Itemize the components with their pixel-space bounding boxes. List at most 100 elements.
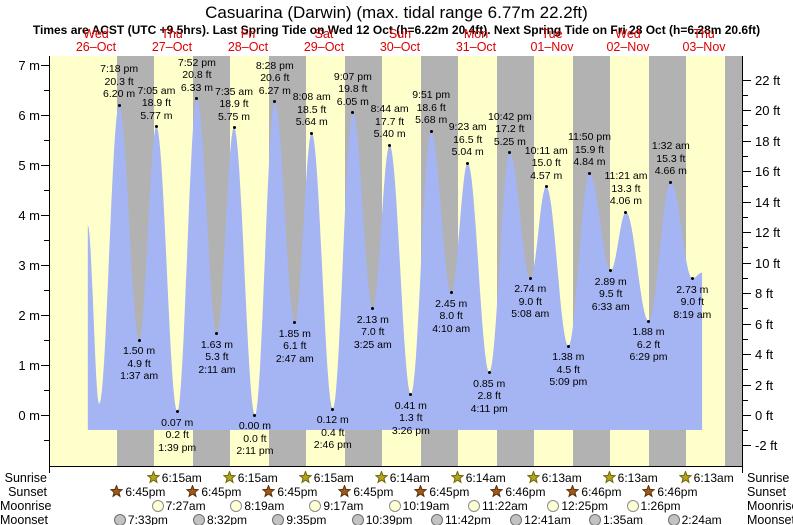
moonrise-circle [547, 500, 560, 512]
high-tide-label: 8:28 pm 20.6 ft 6.27 m [243, 60, 307, 98]
day-name: Tue [541, 27, 563, 41]
tide-label-line: 1.63 m [200, 338, 233, 351]
axis-tick-right [743, 79, 751, 81]
axis-minor-tick-right [743, 430, 748, 432]
sunrise-time: 6:14am [389, 471, 430, 485]
y-axis-label-left: 4 m [18, 208, 40, 223]
high-tide-label: 9:23 am 16.5 ft 5.04 m [436, 121, 500, 159]
tide-label-line: 0.41 m [394, 399, 427, 412]
moonset-circle [113, 514, 126, 525]
sunset-star [261, 484, 276, 498]
axis-tick-right [743, 232, 751, 234]
axis-tick-left [41, 115, 49, 116]
tide-label-line: 2.73 m [676, 283, 709, 296]
y-axis-label-right: 0 ft [755, 408, 774, 423]
tide-extreme-marker [544, 185, 548, 188]
moonset-time: 7:33pm [127, 513, 168, 525]
high-tide-label: 11:21 am 13.3 ft 4.06 m [594, 170, 658, 208]
tide-label-line: 15.3 ft [656, 152, 686, 165]
tide-label-line: 13.3 ft [611, 182, 641, 195]
low-tide-label: 2.74 m 9.0 ft 5:08 am [498, 283, 562, 321]
tide-extreme-marker [449, 291, 453, 294]
chart-subtitle: Times are ACST (UTC +9.5hrs). Last Sprin… [32, 23, 761, 37]
tide-label-line: 4.9 ft [127, 357, 151, 370]
tide-label-line: 6:29 pm [629, 351, 668, 363]
night-stripe [725, 56, 742, 466]
tide-label-line: 0.2 ft [165, 429, 189, 441]
tide-label-line: 7:35 am [215, 85, 253, 98]
page-title: Casuarina (Darwin) (max. tidal range 6.7… [205, 3, 588, 22]
day-header: Fri 28–Oct [210, 28, 286, 54]
sunset-star [413, 484, 428, 498]
tide-extreme-marker [609, 269, 613, 272]
day-name: Sat [314, 27, 334, 41]
moonrise-circle [230, 500, 243, 512]
y-axis-left-line [49, 56, 50, 473]
axis-tick-right [743, 110, 751, 112]
day-header: Thu 03–Nov [666, 28, 742, 54]
tide-label-line: 7:05 am [137, 84, 176, 97]
tide-extreme-marker [232, 126, 236, 129]
low-tide-label: 2.89 m 9.5 ft 6:33 am [579, 276, 643, 314]
tide-label-line: 8.0 ft [439, 310, 463, 322]
tide-label-line: 6:33 am [591, 300, 630, 313]
axis-minor-tick-left [44, 90, 49, 91]
axis-minor-tick-right [743, 186, 748, 188]
axis-minor-tick-left [44, 190, 49, 191]
tide-label-line: 7:52 pm [177, 56, 216, 69]
y-axis-label-right: 6 ft [755, 316, 774, 332]
sunset-star [337, 484, 352, 498]
low-tide-label: 1.85 m 6.1 ft 2:47 am [263, 328, 327, 366]
tide-extreme-marker [487, 371, 491, 374]
tide-extreme-marker [508, 151, 512, 154]
sunrise-star [374, 470, 389, 484]
sunset-time: 6:46pm [505, 485, 546, 499]
sunrise-star [678, 470, 693, 484]
tide-label-line: 5.77 m [140, 109, 173, 122]
axis-minor-tick-left [44, 340, 49, 341]
tide-label-line: 0.12 m [316, 414, 349, 426]
tide-label-line: 11:21 am [604, 170, 648, 182]
moonrise-circle [626, 500, 639, 512]
low-tide-label: 0.41 m 1.3 ft 3:26 pm [379, 400, 443, 438]
y-axis-label-left: 1 m [18, 358, 40, 373]
sunrise-time: 6:15am [313, 471, 354, 485]
sunset-star [185, 484, 200, 498]
tide-extreme-marker [690, 277, 694, 280]
tide-label-line: 9.0 ft [680, 296, 704, 308]
y-axis-label-right: 14 ft [755, 194, 781, 210]
moonset-time: 12:41am [524, 513, 571, 525]
low-tide-label: 2.13 m 7.0 ft 3:25 am [341, 314, 405, 352]
axis-tick-right [743, 262, 751, 264]
tide-extreme-marker [624, 210, 628, 214]
high-tide-label: 8:08 am 18.5 ft 5.64 m [280, 91, 344, 129]
tide-label-line: 17.2 ft [495, 123, 525, 135]
axis-tick-left [41, 365, 49, 366]
tide-label-line: 17.7 ft [375, 115, 405, 128]
day-header: Mon 31–Oct [438, 28, 514, 54]
y-axis-label-right: 16 ft [755, 164, 781, 180]
sunset-time: 6:45pm [353, 485, 394, 499]
day-name: Wed [83, 27, 109, 41]
high-tide-label: 7:35 am 18.9 ft 5.75 m [202, 86, 266, 124]
tide-label-line: 1.85 m [278, 327, 311, 340]
sunset-star [565, 484, 580, 498]
y-axis-label-right: 12 ft [755, 225, 781, 241]
high-tide-label: 7:18 pm 20.3 ft 6.20 m [87, 63, 151, 101]
y-axis-label-left: 0 m [18, 408, 40, 423]
axis-minor-tick-right [743, 399, 748, 401]
tide-extreme-marker [409, 393, 413, 396]
sunset-time: 6:45pm [429, 485, 470, 499]
low-tide-label: 0.85 m 2.8 ft 4:11 pm [457, 378, 521, 416]
sunrise-time: 6:14am [465, 471, 506, 485]
axis-tick-left [41, 215, 49, 216]
tide-extreme-marker [331, 407, 335, 411]
high-tide-label: 8:44 am 17.7 ft 5.40 m [358, 103, 422, 141]
axis-tick-left [41, 265, 49, 266]
astro-row-label-left-sunset: Sunset [8, 485, 47, 499]
low-tide-label: 2.73 m 9.0 ft 8:19 am [660, 284, 724, 322]
tide-label-line: 0.85 m [473, 377, 506, 390]
tide-label-line: 9:51 pm [412, 89, 451, 101]
high-tide-label: 1:32 am 15.3 ft 4.66 m [639, 140, 703, 178]
day-date: 29–Oct [303, 40, 345, 54]
